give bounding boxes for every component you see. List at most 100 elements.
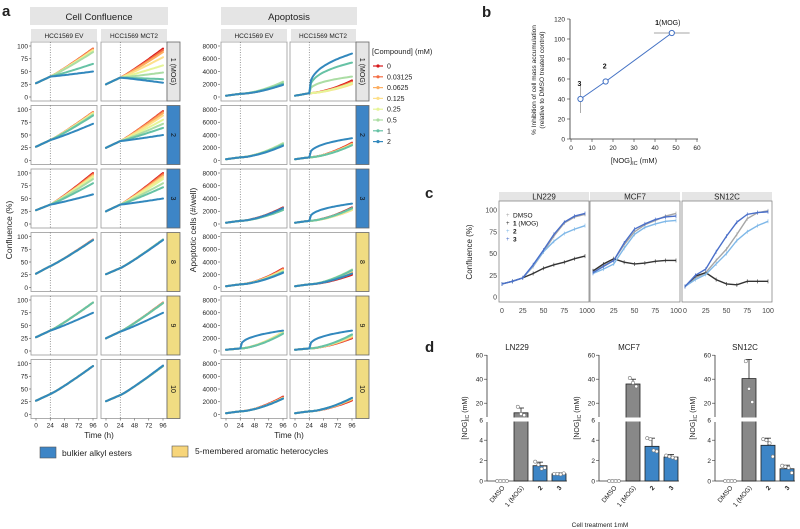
d-facet-title: SN12C — [732, 343, 758, 352]
row-strip — [166, 295, 181, 356]
d-replicate-point — [770, 454, 775, 459]
c-x-tick-label: 75 — [651, 308, 659, 315]
c-x-tick-label: 50 — [631, 308, 639, 315]
legend-marker — [376, 96, 380, 100]
b-x-tick-label: 60 — [693, 145, 701, 152]
y-tick-label: 75 — [21, 310, 29, 317]
d-replicate-point — [723, 479, 728, 483]
legend-swatch-heterocycles — [171, 445, 189, 458]
y-tick-label: 0 — [213, 94, 217, 101]
c-legend-label: DMSO — [513, 213, 533, 220]
series-line-2 — [294, 329, 353, 351]
legend-label-heterocycles: 5-membered aromatic heterocycles — [195, 446, 328, 456]
c-y-tick-label: 25 — [489, 273, 497, 280]
confluence-ylabel: Confluence (%) — [4, 201, 14, 260]
y-tick-label: 8000 — [203, 234, 218, 241]
x-tick-label: 72 — [334, 423, 342, 430]
d-replicate-point — [542, 465, 547, 470]
c-x-tick-label: 50 — [540, 308, 548, 315]
y-tick-label: 50 — [21, 69, 29, 76]
x-tick-label: 96 — [89, 423, 97, 430]
col-header-mct2: HCC1569 MCT2 — [110, 33, 158, 40]
col-header-ev: HCC1569 EV — [234, 33, 274, 40]
d-replicate-point — [504, 479, 509, 483]
c-legend-marker: + — [506, 237, 510, 243]
y-tick-label: 6000 — [203, 310, 218, 317]
d-ylabel-unit: (mM) — [690, 396, 697, 414]
d-axis-break — [595, 417, 680, 422]
series-line-2 — [35, 365, 94, 402]
b-x-tick-label: 20 — [609, 145, 617, 152]
b-x-tick-label: 50 — [672, 145, 680, 152]
b-xlabel-unit: (mM) — [638, 156, 658, 165]
y-tick-label: 75 — [21, 56, 29, 63]
col-header-bg — [101, 29, 167, 41]
legend-marker — [376, 64, 380, 68]
d-ylabel-main: [NOG] — [574, 420, 581, 440]
d-replicate-point — [533, 459, 538, 464]
d-category-label: 1 (MOG) — [616, 485, 638, 509]
row-strip — [166, 105, 181, 165]
legend-label: 1 — [387, 128, 391, 135]
b-y-tick-label: 100 — [554, 36, 565, 43]
row-strip-label: 10 — [358, 385, 365, 393]
d-y-tick-label: 2 — [479, 458, 483, 465]
b-data-point — [602, 78, 609, 85]
d-ylabel-unit: (mM) — [574, 396, 581, 414]
y-tick-label: 25 — [21, 272, 29, 279]
c-facet-header: LN229 — [532, 193, 556, 202]
legend-label: 0.03125 — [387, 74, 412, 81]
d-replicate-point — [747, 386, 751, 391]
d-replicate-point — [627, 376, 632, 380]
legend-marker — [376, 118, 380, 122]
d-category-label: 3 — [556, 484, 564, 492]
legend-label: 0.5 — [387, 118, 397, 125]
y-tick-label: 0 — [213, 285, 217, 292]
series-line-2 — [225, 83, 284, 97]
col-header-bg — [291, 29, 356, 41]
panel-label-a: a — [2, 3, 11, 20]
series-line-2 — [35, 239, 94, 275]
c-legend-marker: + — [506, 221, 510, 227]
legend-label: 0.0625 — [387, 85, 409, 92]
c-facet-header-bg — [682, 192, 772, 201]
d-y-tick-label: 60 — [588, 353, 596, 360]
y-tick-label: 50 — [21, 386, 29, 393]
row-strip — [166, 41, 181, 102]
c-ylabel: Confluence (%) — [465, 224, 474, 279]
row-strip-label: 10 — [169, 385, 176, 393]
y-tick-label: 50 — [21, 196, 29, 203]
apoptosis-xlabel: Time (h) — [274, 431, 304, 440]
y-tick-label: 25 — [21, 399, 29, 406]
b-point-label: 3 — [577, 81, 581, 88]
c-x-tick-label: 0 — [500, 308, 504, 315]
legend-marker — [376, 86, 380, 90]
y-tick-label: 2000 — [203, 82, 218, 89]
y-tick-label: 4000 — [203, 69, 218, 76]
d-replicate-point — [561, 471, 566, 476]
series-line-2 — [225, 329, 284, 351]
confluence-xlabel: Time (h) — [84, 431, 114, 440]
d-replicate-point — [750, 400, 755, 404]
y-tick-label: 2000 — [203, 336, 218, 343]
d-replicate-point — [651, 448, 656, 453]
x-tick-label: 24 — [237, 423, 245, 430]
series-line-2 — [105, 311, 164, 340]
d-replicate-point — [645, 436, 650, 441]
d-replicate-point — [536, 462, 541, 467]
d-bar — [625, 383, 641, 482]
y-tick-label: 0 — [24, 221, 28, 228]
panel-label-c: c — [425, 185, 433, 202]
c-x-tick-label: 0 — [683, 308, 687, 315]
d-category-label: 2 — [537, 484, 545, 492]
row-strip — [166, 232, 181, 292]
d-replicate-point — [610, 479, 615, 483]
c-x-tick-label: 0 — [591, 308, 595, 315]
col-header-bg — [31, 29, 97, 41]
facet-panel — [220, 168, 288, 229]
d-replicate-point — [667, 454, 672, 459]
row-strip-label: 9 — [169, 324, 176, 328]
d-y-tick-label: 20 — [476, 401, 484, 408]
b-xlabel-main: [NOG] — [611, 156, 632, 165]
apoptosis-header-bg — [221, 7, 357, 25]
